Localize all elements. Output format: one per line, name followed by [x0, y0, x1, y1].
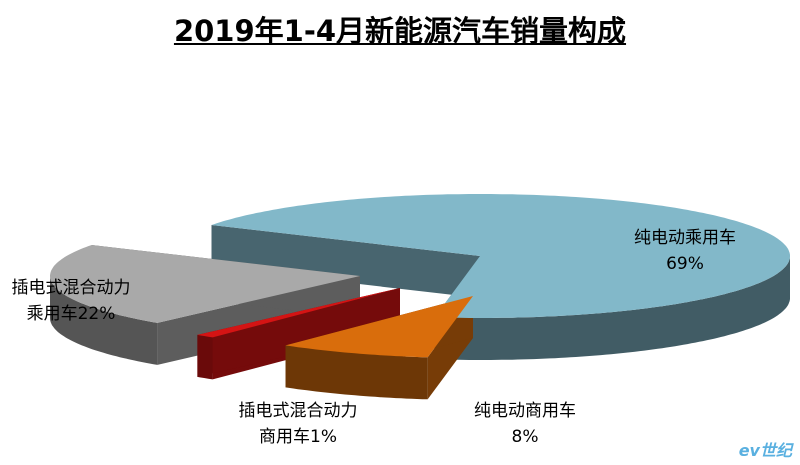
category-label: 纯电动商用车	[474, 401, 576, 421]
slice-label: 纯电动乘用车 69%	[600, 225, 770, 277]
slice-wall	[197, 288, 400, 377]
slice-side	[285, 345, 428, 400]
slice-side	[50, 276, 158, 365]
slice	[211, 194, 790, 318]
slice	[197, 288, 400, 338]
category-label: 插电式混合动力商用车	[238, 401, 358, 447]
category-label: 插电式混合动力乘用车	[11, 278, 131, 324]
watermark: ev世纪	[738, 441, 792, 460]
value-label: 1%	[310, 427, 337, 447]
value-label: 8%	[511, 427, 539, 447]
value-label: 69%	[666, 254, 704, 274]
slice	[285, 296, 473, 358]
slice-wall	[211, 225, 480, 298]
slice-label: 插电式混合动力商用车1%	[235, 398, 361, 450]
slice-label: 纯电动商用车 8%	[440, 398, 610, 450]
slice-side	[434, 256, 790, 360]
slice-side	[197, 334, 213, 380]
category-label: 纯电动乘用车	[634, 228, 736, 248]
slice	[50, 245, 360, 323]
chart-title: 2019年1-4月新能源汽车销量构成	[173, 14, 627, 48]
slice-label: 插电式混合动力乘用车22%	[8, 275, 134, 327]
value-label: 22%	[77, 304, 116, 324]
